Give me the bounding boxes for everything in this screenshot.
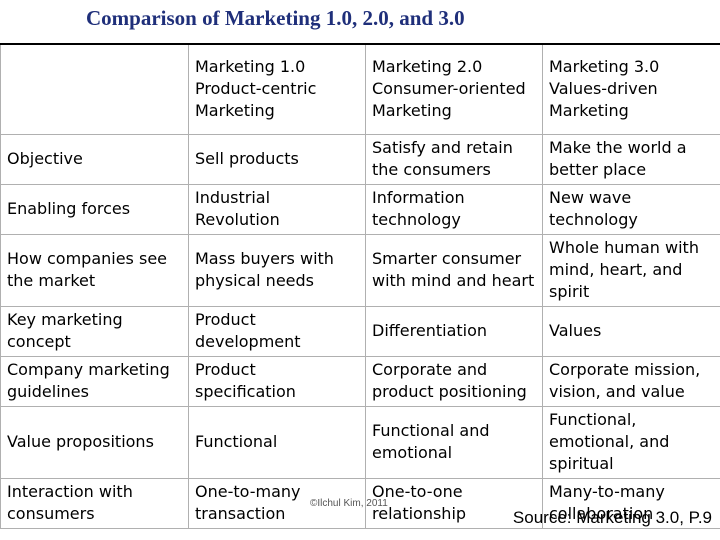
row-label: Key marketing concept xyxy=(0,305,189,357)
row-label: Company marketing guidelines xyxy=(0,355,189,407)
header-marketing-1-0: Marketing 1.0 Product-centric Marketing xyxy=(188,43,366,135)
cell-marketing-1-0: Industrial Revolution xyxy=(188,183,366,235)
cell-marketing-3-0: Corporate mission, vision, and value xyxy=(542,355,720,407)
cell-marketing-1-0: Sell products xyxy=(188,133,366,185)
table-row: Company marketing guidelines Product spe… xyxy=(0,355,720,407)
table-row: Enabling forces Industrial Revolution In… xyxy=(0,183,720,235)
source-citation: Source: Marketing 3.0, P.9 xyxy=(512,508,712,527)
cell-marketing-1-0: Functional xyxy=(188,405,366,479)
cell-marketing-3-0: Whole human with mind, heart, and spirit xyxy=(542,233,720,307)
cell-marketing-2-0: Information technology xyxy=(365,183,543,235)
cell-marketing-2-0: Satisfy and retain the consumers xyxy=(365,133,543,185)
cell-marketing-2-0: Corporate and product positioning xyxy=(365,355,543,407)
table-row: Interaction with consumers One-to-many t… xyxy=(0,477,720,529)
header-marketing-2-0: Marketing 2.0 Consumer-oriented Marketin… xyxy=(365,43,543,135)
row-label: How companies see the market xyxy=(0,233,189,307)
table-row: Key marketing concept Product developmen… xyxy=(0,305,720,357)
cell-marketing-3-0: New wave technology xyxy=(542,183,720,235)
cell-marketing-3-0: Many-to-many collaboration xyxy=(542,477,720,529)
cell-marketing-1-0: One-to-many transaction xyxy=(188,477,366,529)
table-row: How companies see the market Mass buyers… xyxy=(0,233,720,307)
page-title: Comparison of Marketing 1.0, 2.0, and 3.… xyxy=(86,6,465,30)
row-label: Enabling forces xyxy=(0,183,189,235)
comparison-table: Marketing 1.0 Product-centric Marketing … xyxy=(0,43,720,529)
cell-marketing-2-0: One-to-one relationship xyxy=(365,477,543,529)
row-label: Interaction with consumers xyxy=(0,477,189,529)
cell-marketing-1-0: Mass buyers with physical needs xyxy=(188,233,366,307)
header-marketing-3-0: Marketing 3.0 Values-driven Marketing xyxy=(542,43,720,135)
table-row: Value propositions Functional Functional… xyxy=(0,405,720,479)
row-label: Value propositions xyxy=(0,405,189,479)
table-header-row: Marketing 1.0 Product-centric Marketing … xyxy=(0,43,720,135)
header-blank-cell xyxy=(0,43,189,135)
cell-marketing-2-0: Differentiation xyxy=(365,305,543,357)
table-row: Objective Sell products Satisfy and reta… xyxy=(0,133,720,185)
copyright-notice: ©Ilchul Kim, 2011 xyxy=(310,498,388,509)
cell-marketing-1-0: Product specification xyxy=(188,355,366,407)
row-label: Objective xyxy=(0,133,189,185)
footer: ©Ilchul Kim, 2011 Source: Marketing 3.0,… xyxy=(0,498,720,532)
cell-marketing-3-0: Values xyxy=(542,305,720,357)
cell-marketing-2-0: Functional and emotional xyxy=(365,405,543,479)
cell-marketing-3-0: Functional, emotional, and spiritual xyxy=(542,405,720,479)
cell-marketing-2-0: Smarter consumer with mind and heart xyxy=(365,233,543,307)
cell-marketing-1-0: Product development xyxy=(188,305,366,357)
cell-marketing-3-0: Make the world a better place xyxy=(542,133,720,185)
